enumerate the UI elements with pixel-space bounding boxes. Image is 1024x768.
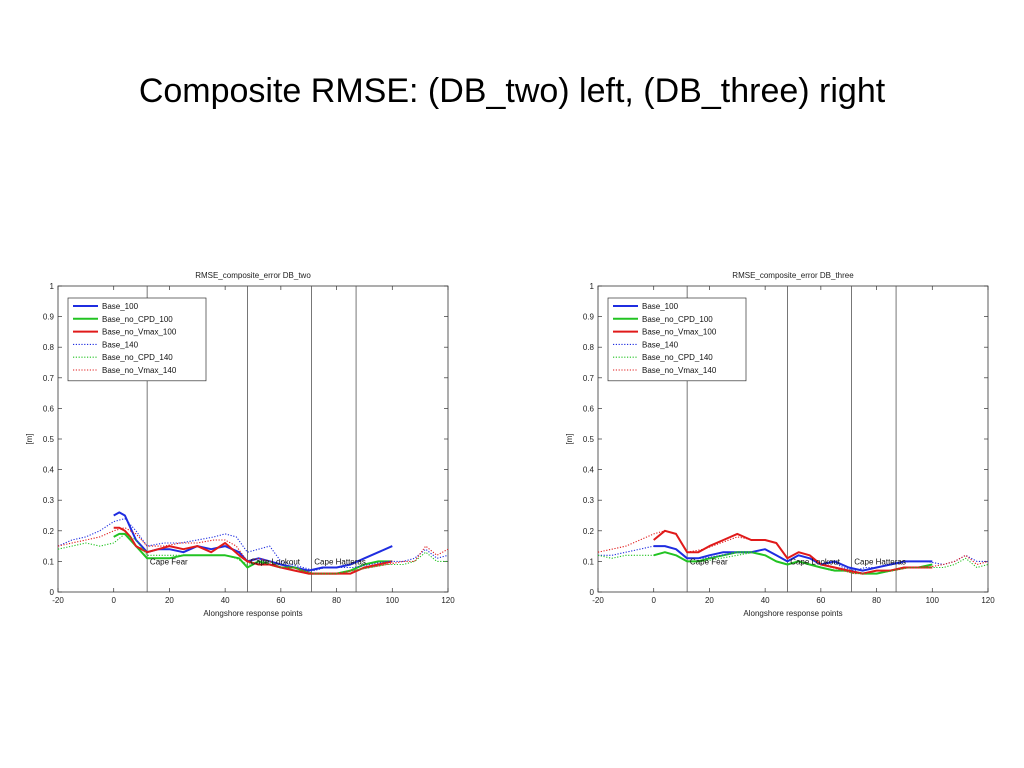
series-line-base-no-vmax-140	[597, 530, 989, 575]
region-label: Cape Fear	[690, 557, 728, 566]
x-axis-label: Alongshore response points	[743, 609, 842, 618]
y-tick-label: 0.6	[583, 404, 595, 413]
x-tick-label: 0	[651, 596, 656, 605]
y-tick-label: 0.9	[583, 313, 595, 322]
x-tick-label: 40	[221, 596, 230, 605]
y-tick-label: 0.3	[583, 496, 595, 505]
legend-entry: Base_no_CPD_100	[102, 315, 173, 324]
x-tick-label: 100	[926, 596, 940, 605]
y-tick-label: 0.6	[43, 404, 55, 413]
legend-entry: Base_no_Vmax_100	[642, 328, 717, 337]
legend-box	[67, 297, 207, 382]
x-tick-label: 60	[816, 596, 825, 605]
y-tick-label: 0	[50, 588, 55, 597]
x-tick-label: 120	[441, 596, 455, 605]
x-tick-label: 0	[111, 596, 116, 605]
legend-entry: Base_no_CPD_140	[102, 353, 173, 362]
x-tick-label: -20	[592, 596, 604, 605]
region-label: Cape Lookout	[790, 557, 841, 566]
x-axis-label: Alongshore response points	[203, 609, 302, 618]
series-line-base-140	[598, 545, 988, 572]
series-line-base-no-vmax-100	[653, 529, 933, 575]
series-line-base-no-cpd-140	[57, 533, 448, 575]
legend-entry: Base_140	[642, 340, 679, 349]
legend-entry: Base_no_CPD_100	[642, 315, 713, 324]
legend-entry: Base_no_Vmax_100	[102, 328, 177, 337]
y-tick-label: 0.3	[43, 496, 55, 505]
region-label: Cape Lookout	[250, 557, 301, 566]
y-tick-label: 0.5	[43, 435, 55, 444]
y-tick-label: 0.1	[43, 557, 55, 566]
y-tick-label: 0.7	[43, 374, 55, 383]
y-tick-label: 0.2	[43, 527, 55, 536]
legend-box	[607, 297, 747, 382]
x-tick-label: 20	[705, 596, 714, 605]
y-tick-label: 0.5	[583, 435, 595, 444]
x-tick-label: 60	[276, 596, 285, 605]
y-axis-label: [m]	[565, 433, 574, 444]
chart-title: RMSE_composite_error DB_two	[195, 271, 311, 280]
chart-db-two: RMSE_composite_error DB_two 0 0.1 0.2 0.3 0.4…	[25, 271, 455, 618]
y-axis-label: [m]	[25, 433, 34, 444]
series-line-base-no-vmax-100	[113, 526, 393, 575]
legend-entry: Base_no_Vmax_140	[642, 366, 717, 375]
y-tick-label: 0.4	[583, 466, 595, 475]
x-tick-label: -20	[52, 596, 64, 605]
chart-title: RMSE_composite_error DB_three	[732, 271, 854, 280]
region-label: Cape Fear	[150, 557, 188, 566]
y-tick-label: 0.4	[43, 466, 55, 475]
legend-entry: Base_100	[102, 302, 139, 311]
y-tick-label: 1	[50, 282, 55, 291]
x-tick-label: 120	[981, 596, 995, 605]
legend-entry: Base_140	[102, 340, 139, 349]
legend-entry: Base_no_Vmax_140	[102, 366, 177, 375]
y-tick-label: 0.8	[43, 343, 55, 352]
y-tick-label: 0.2	[583, 527, 595, 536]
legend-entry: Base_no_CPD_140	[642, 353, 713, 362]
x-tick-label: 20	[165, 596, 174, 605]
y-tick-label: 0.7	[583, 374, 595, 383]
y-tick-label: 0.9	[43, 313, 55, 322]
x-tick-label: 40	[761, 596, 770, 605]
x-tick-label: 80	[872, 596, 881, 605]
y-tick-label: 0.1	[583, 557, 595, 566]
series-line-base-no-cpd-140	[597, 551, 989, 575]
y-tick-label: 0	[590, 588, 595, 597]
slide-title: Composite RMSE: (DB_two) left, (DB_three…	[138, 72, 886, 110]
x-tick-label: 80	[332, 596, 341, 605]
region-label: Cape Hatteras	[854, 557, 906, 566]
y-tick-label: 0.8	[583, 343, 595, 352]
chart-db-three: RMSE_composite_error DB_three 0 0.1 0.2 0.3 0…	[565, 271, 995, 618]
series-line-base-140	[57, 518, 449, 572]
legend-entry: Base_100	[642, 302, 679, 311]
region-label: Cape Hatteras	[314, 557, 366, 566]
y-tick-label: 1	[590, 282, 595, 291]
x-tick-label: 100	[386, 596, 400, 605]
